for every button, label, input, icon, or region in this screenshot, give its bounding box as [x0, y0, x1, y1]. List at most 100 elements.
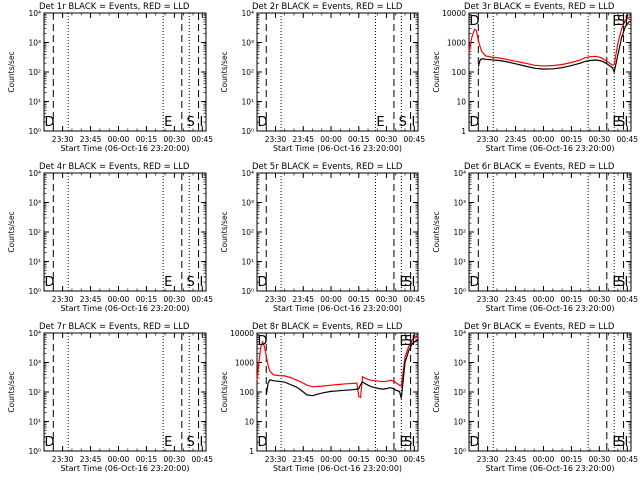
x-axis-label: Start Time (06-Oct-16 23:20:00) [60, 464, 189, 473]
y-tick-label: 10¹ [28, 98, 41, 107]
panel-title: Det 1r BLACK = Events, RED = LLD [39, 2, 190, 12]
event-marker-I: I [624, 115, 628, 130]
x-tick-label: 00:30 [164, 455, 186, 464]
panel-title: Det 5r BLACK = Events, RED = LLD [252, 162, 403, 172]
event-marker-E: E [164, 275, 172, 290]
x-tick-label: 23:45 [80, 295, 102, 304]
x-axis-label: Start Time (06-Oct-16 23:20:00) [273, 304, 402, 313]
event-marker-I: I [412, 275, 416, 290]
lld-line [469, 17, 631, 66]
y-tick-label: 10³ [241, 39, 254, 48]
x-tick-label: 23:30 [52, 135, 74, 144]
y-tick-label: 10¹ [241, 258, 254, 267]
x-tick-label: 00:30 [589, 135, 611, 144]
panel-title: Det 8r BLACK = Events, RED = LLD [252, 322, 403, 332]
x-tick-label: 23:45 [505, 455, 527, 464]
event-marker-E: E [164, 115, 172, 130]
y-tick-label: 10⁴ [453, 329, 466, 338]
y-tick-label: 10 [244, 418, 254, 427]
event-marker-S: S [186, 275, 194, 290]
event-marker-top-I: I [412, 14, 416, 29]
event-marker-top-E: E [164, 14, 172, 29]
y-tick-label: 10⁰ [453, 287, 466, 296]
y-tick-label: 10⁰ [28, 127, 41, 136]
lld-line [257, 336, 418, 398]
x-tick-label: 00:30 [376, 135, 398, 144]
y-tick-label: 10² [28, 228, 41, 237]
panel-det3: Det 3r BLACK = Events, RED = LLD Counts/s… [432, 2, 638, 153]
events-line [478, 21, 631, 72]
x-tick-label: 23:45 [80, 135, 102, 144]
y-tick-label: 10⁰ [241, 127, 254, 136]
event-marker-I: I [412, 115, 416, 130]
event-marker-S: S [617, 435, 625, 450]
x-tick-label: 23:30 [477, 455, 499, 464]
x-axis-label: Start Time (06-Oct-16 23:20:00) [273, 144, 402, 153]
event-marker-E: E [376, 115, 384, 130]
x-axis-label: Start Time (06-Oct-16 23:20:00) [273, 464, 402, 473]
event-marker-top-I: I [199, 334, 203, 349]
event-marker-top-E: E [376, 14, 384, 29]
x-tick-label: 00:00 [533, 295, 555, 304]
y-tick-label: 10⁰ [241, 287, 254, 296]
event-marker-top-I: I [624, 334, 628, 349]
x-tick-label: 23:30 [265, 135, 287, 144]
y-tick-label: 10³ [28, 359, 41, 368]
event-marker-I: I [199, 275, 203, 290]
y-tick-label: 10² [28, 388, 41, 397]
event-marker-D: D [45, 115, 55, 130]
x-tick-label: 00:15 [561, 295, 583, 304]
x-tick-label: 00:15 [348, 455, 370, 464]
y-tick-label: 10² [241, 228, 254, 237]
x-axis-label: Start Time (06-Oct-16 23:20:00) [60, 144, 189, 153]
event-marker-D: D [470, 275, 480, 290]
event-marker-top-S: S [399, 14, 407, 29]
event-marker-top-D: D [45, 334, 55, 349]
event-marker-top-I: I [624, 14, 628, 29]
event-marker-top-S: S [404, 334, 412, 349]
y-tick-label: 10 [456, 98, 466, 107]
x-tick-label: 00:30 [164, 295, 186, 304]
event-marker-top-S: S [186, 14, 194, 29]
event-marker-I: I [412, 435, 416, 450]
y-tick-label: 10³ [241, 199, 254, 208]
event-marker-top-E: E [164, 334, 172, 349]
x-axis-label: Start Time (06-Oct-16 23:20:00) [485, 304, 614, 313]
panel-det6: Det 6r BLACK = Events, RED = LLD Counts/s… [432, 162, 638, 313]
y-tick-label: 10² [453, 228, 466, 237]
y-tick-label: 10⁴ [28, 169, 41, 178]
event-marker-E: E [399, 275, 407, 290]
event-marker-top-E: E [612, 14, 620, 29]
x-tick-label: 00:00 [533, 135, 555, 144]
y-tick-label: 1000 [235, 359, 254, 368]
event-marker-D: D [45, 435, 55, 450]
y-tick-label: 10³ [453, 199, 466, 208]
panel-title: Det 4r BLACK = Events, RED = LLD [39, 162, 190, 172]
x-tick-label: 00:00 [320, 295, 342, 304]
x-tick-label: 00:45 [616, 455, 638, 464]
y-tick-label: 10000 [230, 329, 254, 338]
panel-det7: Det 7r BLACK = Events, RED = LLD Counts/s… [7, 322, 213, 473]
y-tick-label: 10³ [453, 359, 466, 368]
event-marker-E: E [612, 275, 620, 290]
y-tick-label: 10¹ [28, 258, 41, 267]
panel-det5: Det 5r BLACK = Events, RED = LLD Counts/s… [220, 162, 425, 313]
x-tick-label: 23:30 [477, 135, 499, 144]
panel-det4: Det 4r BLACK = Events, RED = LLD Counts/s… [7, 162, 213, 313]
panel-det8: Det 8r BLACK = Events, RED = LLD Counts/s… [220, 322, 425, 473]
y-tick-label: 10³ [28, 39, 41, 48]
x-tick-label: 23:45 [80, 455, 102, 464]
x-tick-label: 23:30 [52, 295, 74, 304]
y-axis-label: Counts/sec [7, 371, 16, 412]
x-tick-label: 00:00 [108, 295, 130, 304]
y-tick-label: 10² [28, 68, 41, 77]
x-tick-label: 00:45 [191, 295, 213, 304]
event-marker-I: I [199, 115, 203, 130]
x-tick-label: 00:00 [320, 455, 342, 464]
event-marker-E: E [399, 435, 407, 450]
panel-det2: Det 2r BLACK = Events, RED = LLD Counts/s… [220, 2, 425, 153]
x-tick-label: 00:45 [403, 295, 425, 304]
y-tick-label: 10⁴ [241, 9, 254, 18]
y-axis-label: Counts/sec [432, 211, 441, 252]
